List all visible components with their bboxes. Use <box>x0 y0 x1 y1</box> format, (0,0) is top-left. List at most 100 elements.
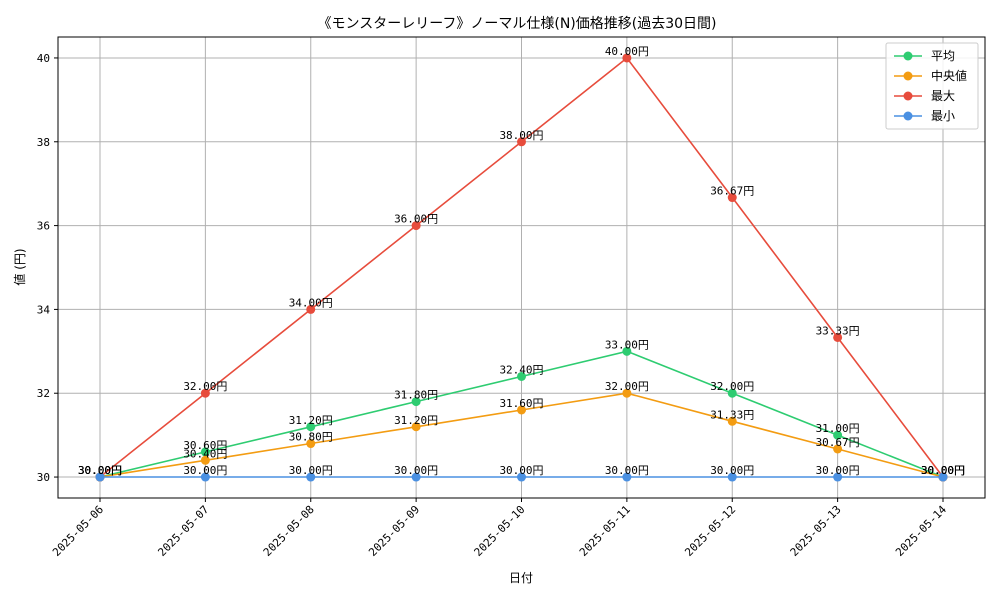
data-label: 31.00円 <box>816 422 860 435</box>
data-label: 32.40円 <box>499 363 543 376</box>
data-point <box>411 397 421 407</box>
data-label: 31.80円 <box>394 389 438 402</box>
data-point <box>200 447 210 457</box>
data-point <box>622 53 632 63</box>
data-label: 34.00円 <box>289 296 333 309</box>
data-point <box>411 221 421 231</box>
data-point <box>306 304 316 314</box>
data-point <box>411 422 421 432</box>
data-point <box>95 472 105 482</box>
legend-marker <box>903 111 913 121</box>
data-labels: 30.00円 30.60円 31.20円 31.80円 32.40円 33.00円 32.0… <box>78 45 965 477</box>
data-label: 38.00円 <box>499 129 543 142</box>
x-tick-label: 2025-05-13 <box>788 503 844 559</box>
data-label: 30.00円 <box>605 464 649 477</box>
data-point <box>517 405 526 415</box>
data-label: 32.00円 <box>183 380 227 393</box>
legend-label: 中央値 <box>931 68 967 83</box>
data-label: 30.00円 <box>710 464 754 477</box>
x-tick-label: 2025-05-08 <box>261 503 317 559</box>
data-point <box>622 346 632 356</box>
data-point <box>306 422 316 432</box>
data-point <box>833 430 843 440</box>
data-label: 31.60円 <box>499 397 543 410</box>
data-point <box>727 193 737 203</box>
data-point <box>200 388 210 398</box>
data-point <box>517 137 526 147</box>
data-label: 30.00円 <box>289 464 333 477</box>
data-point <box>200 455 210 465</box>
data-label: 32.00円 <box>605 380 649 393</box>
y-tick-label: 40 <box>37 52 50 65</box>
data-label: 30.00円 <box>921 464 965 477</box>
data-point <box>517 472 526 482</box>
legend-entry: 最小 <box>894 109 955 123</box>
data-label: 30.00円 <box>499 464 543 477</box>
y-tick-label: 32 <box>37 387 50 400</box>
data-point <box>727 472 737 482</box>
data-point <box>622 388 632 398</box>
data-label: 30.00円 <box>183 464 227 477</box>
legend-label: 最小 <box>931 109 955 123</box>
x-tick-label: 2025-05-09 <box>366 503 422 559</box>
data-label: 30.00円 <box>78 464 122 477</box>
series <box>95 53 948 482</box>
data-point <box>306 472 316 482</box>
y-tick-label: 34 <box>37 303 51 316</box>
legend-label: 平均 <box>931 49 955 63</box>
data-label: 36.67円 <box>710 185 754 198</box>
data-point <box>727 416 737 426</box>
axis-ticks: 2025-05-06 2025-05-07 2025-05-08 2025-05-09… <box>37 52 950 559</box>
data-point <box>833 332 843 342</box>
data-point <box>938 472 948 482</box>
legend-entry: 平均 <box>894 49 955 63</box>
legend-marker <box>903 91 913 101</box>
chart-title: 《モンスターレリーフ》ノーマル仕様(N)価格推移(過去30日間) <box>317 16 716 32</box>
data-label: 40.00円 <box>605 45 649 58</box>
data-point <box>727 388 737 398</box>
y-tick-label: 36 <box>37 220 50 233</box>
legend-frame <box>885 42 979 130</box>
data-point <box>517 371 526 381</box>
x-tick-label: 2025-05-11 <box>577 503 633 559</box>
data-label: 30.00円 <box>921 464 965 477</box>
legend-marker <box>903 51 913 61</box>
data-label: 30.00円 <box>921 464 965 477</box>
x-axis-label: 日付 <box>509 571 533 585</box>
data-point <box>306 439 316 449</box>
legend-entry: 中央値 <box>894 68 967 83</box>
data-label: 30.60円 <box>183 439 227 452</box>
data-label: 30.00円 <box>816 464 860 477</box>
y-tick-label: 30 <box>37 471 50 484</box>
data-label: 31.20円 <box>394 414 438 427</box>
data-label: 30.40円 <box>183 447 227 460</box>
legend-marker <box>903 71 913 81</box>
y-axis-label: 値 (円) <box>12 248 27 285</box>
data-label: 30.00円 <box>78 464 122 477</box>
data-point <box>411 472 421 482</box>
x-tick-label: 2025-05-07 <box>155 503 211 559</box>
series-3 <box>95 472 948 482</box>
data-label: 36.00円 <box>394 213 438 226</box>
data-label: 30.80円 <box>289 431 333 444</box>
data-label: 33.00円 <box>605 338 649 351</box>
data-point <box>622 472 632 482</box>
data-label: 32.00円 <box>710 380 754 393</box>
x-tick-label: 2025-05-12 <box>682 503 738 559</box>
x-tick-label: 2025-05-10 <box>472 503 528 559</box>
legend-label: 最大 <box>931 89 955 103</box>
legend-entry: 最大 <box>894 89 955 103</box>
x-tick-label: 2025-05-14 <box>893 503 949 559</box>
data-label: 31.33円 <box>710 408 754 421</box>
y-tick-label: 38 <box>37 136 50 149</box>
x-tick-label: 2025-05-06 <box>50 503 106 559</box>
data-point <box>833 472 843 482</box>
data-label: 31.20円 <box>289 414 333 427</box>
data-label: 30.00円 <box>921 464 965 477</box>
data-point <box>200 472 210 482</box>
data-label: 30.00円 <box>394 464 438 477</box>
data-label: 30.00円 <box>78 464 122 477</box>
data-label: 30.67円 <box>816 436 860 449</box>
